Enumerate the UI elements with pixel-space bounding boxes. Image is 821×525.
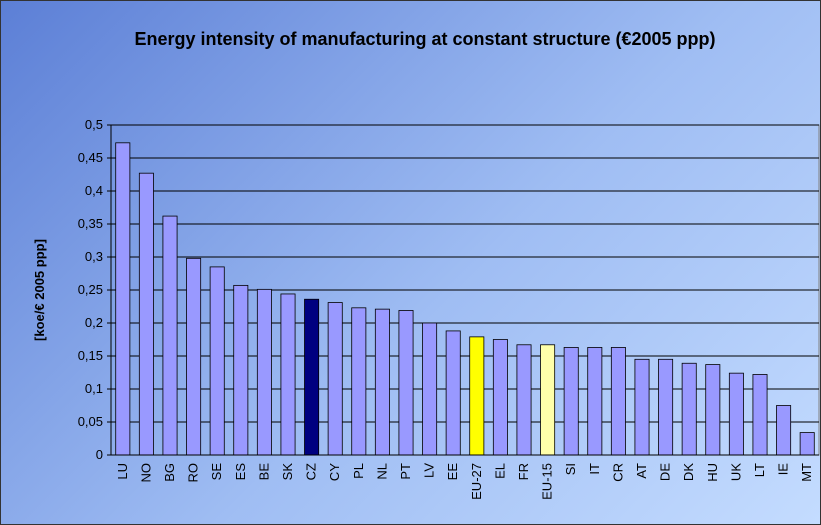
x-tick-label: DK [681, 463, 696, 481]
bar [587, 347, 603, 456]
x-tick-label: LT [752, 463, 767, 477]
y-tick-label: 0,15 [78, 348, 103, 363]
x-tick-label: SK [280, 463, 295, 481]
x-tick-label: EL [492, 463, 507, 479]
bar [681, 362, 697, 456]
bar [634, 358, 650, 456]
x-tick-label: SI [563, 463, 578, 475]
bar [563, 347, 579, 456]
y-tick-label: 0,5 [85, 117, 103, 132]
bar [280, 293, 296, 456]
bar [351, 307, 367, 456]
x-tick-label: PT [398, 463, 413, 480]
x-tick-label: SE [209, 463, 224, 481]
bar [162, 215, 178, 456]
x-tick-label: FR [516, 463, 531, 480]
x-tick-label: EU-15 [540, 463, 555, 500]
bar [138, 172, 154, 456]
x-tick-label: LV [422, 463, 437, 478]
bar [304, 298, 320, 456]
bar [610, 347, 626, 456]
bar [327, 302, 343, 456]
y-tick-label: 0,25 [78, 282, 103, 297]
y-tick-label: 0,05 [78, 414, 103, 429]
bar [705, 364, 721, 456]
x-tick-label: AT [634, 463, 649, 479]
x-tick-label: EE [445, 463, 460, 481]
x-tick-label: RO [186, 463, 201, 483]
x-tick-label: UK [728, 463, 743, 481]
x-tick-label: HU [705, 463, 720, 482]
bar [398, 310, 414, 456]
chart-title: Energy intensity of manufacturing at con… [134, 29, 716, 49]
y-tick-label: 0,35 [78, 216, 103, 231]
y-tick-label: 0,2 [85, 315, 103, 330]
bar [469, 336, 485, 456]
bar [115, 142, 131, 456]
y-tick-label: 0 [96, 447, 103, 462]
bar [422, 322, 438, 456]
x-tick-label: CY [327, 463, 342, 481]
bar [728, 372, 744, 456]
x-tick-label: IE [776, 463, 791, 476]
y-tick-label: 0,3 [85, 249, 103, 264]
bar [256, 288, 272, 456]
bar [776, 405, 792, 456]
x-tick-label: CZ [304, 463, 319, 480]
x-tick-label: BG [162, 463, 177, 482]
y-tick-label: 0,4 [85, 183, 103, 198]
x-tick-label: NO [138, 463, 153, 483]
bar [186, 257, 202, 456]
x-tick-label: PL [351, 463, 366, 479]
y-tick-label: 0,1 [85, 381, 103, 396]
x-tick-label: IT [587, 463, 602, 475]
x-tick-label: BE [256, 463, 271, 481]
x-tick-label: ES [233, 463, 248, 481]
bar [492, 339, 508, 456]
bar [374, 308, 390, 456]
x-tick-label: CR [610, 463, 625, 482]
x-tick-label: LU [115, 463, 130, 480]
bar [799, 432, 815, 456]
bar [233, 284, 249, 456]
bar [658, 358, 674, 456]
y-tick-label: 0,45 [78, 150, 103, 165]
bar [516, 344, 532, 456]
bar [540, 344, 556, 456]
x-tick-label: MT [799, 463, 814, 482]
bar [445, 330, 461, 456]
x-tick-label: EU-27 [469, 463, 484, 500]
x-tick-label: DE [658, 463, 673, 481]
bar [209, 266, 225, 456]
y-axis-label: [koe/€ 2005 ppp] [32, 239, 47, 341]
x-tick-label: NL [374, 463, 389, 480]
bar [752, 374, 768, 456]
